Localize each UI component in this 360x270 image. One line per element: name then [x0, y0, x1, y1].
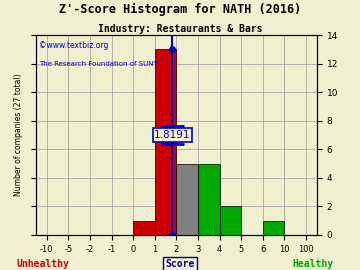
- Text: ©www.textbiz.org: ©www.textbiz.org: [39, 41, 108, 50]
- Text: Healthy: Healthy: [293, 259, 334, 269]
- Bar: [198, 164, 220, 235]
- Bar: [220, 206, 241, 235]
- Text: Unhealthy: Unhealthy: [17, 259, 69, 269]
- Text: Z'-Score Histogram for NATH (2016): Z'-Score Histogram for NATH (2016): [59, 3, 301, 16]
- Bar: [155, 49, 176, 235]
- Bar: [133, 221, 155, 235]
- Bar: [263, 221, 284, 235]
- Text: The Research Foundation of SUNY: The Research Foundation of SUNY: [39, 61, 158, 67]
- Y-axis label: Number of companies (27 total): Number of companies (27 total): [14, 74, 23, 196]
- Text: 1.8191: 1.8191: [154, 130, 191, 140]
- Text: Score: Score: [165, 259, 195, 269]
- Text: Industry: Restaurants & Bars: Industry: Restaurants & Bars: [98, 24, 262, 34]
- Bar: [176, 164, 198, 235]
